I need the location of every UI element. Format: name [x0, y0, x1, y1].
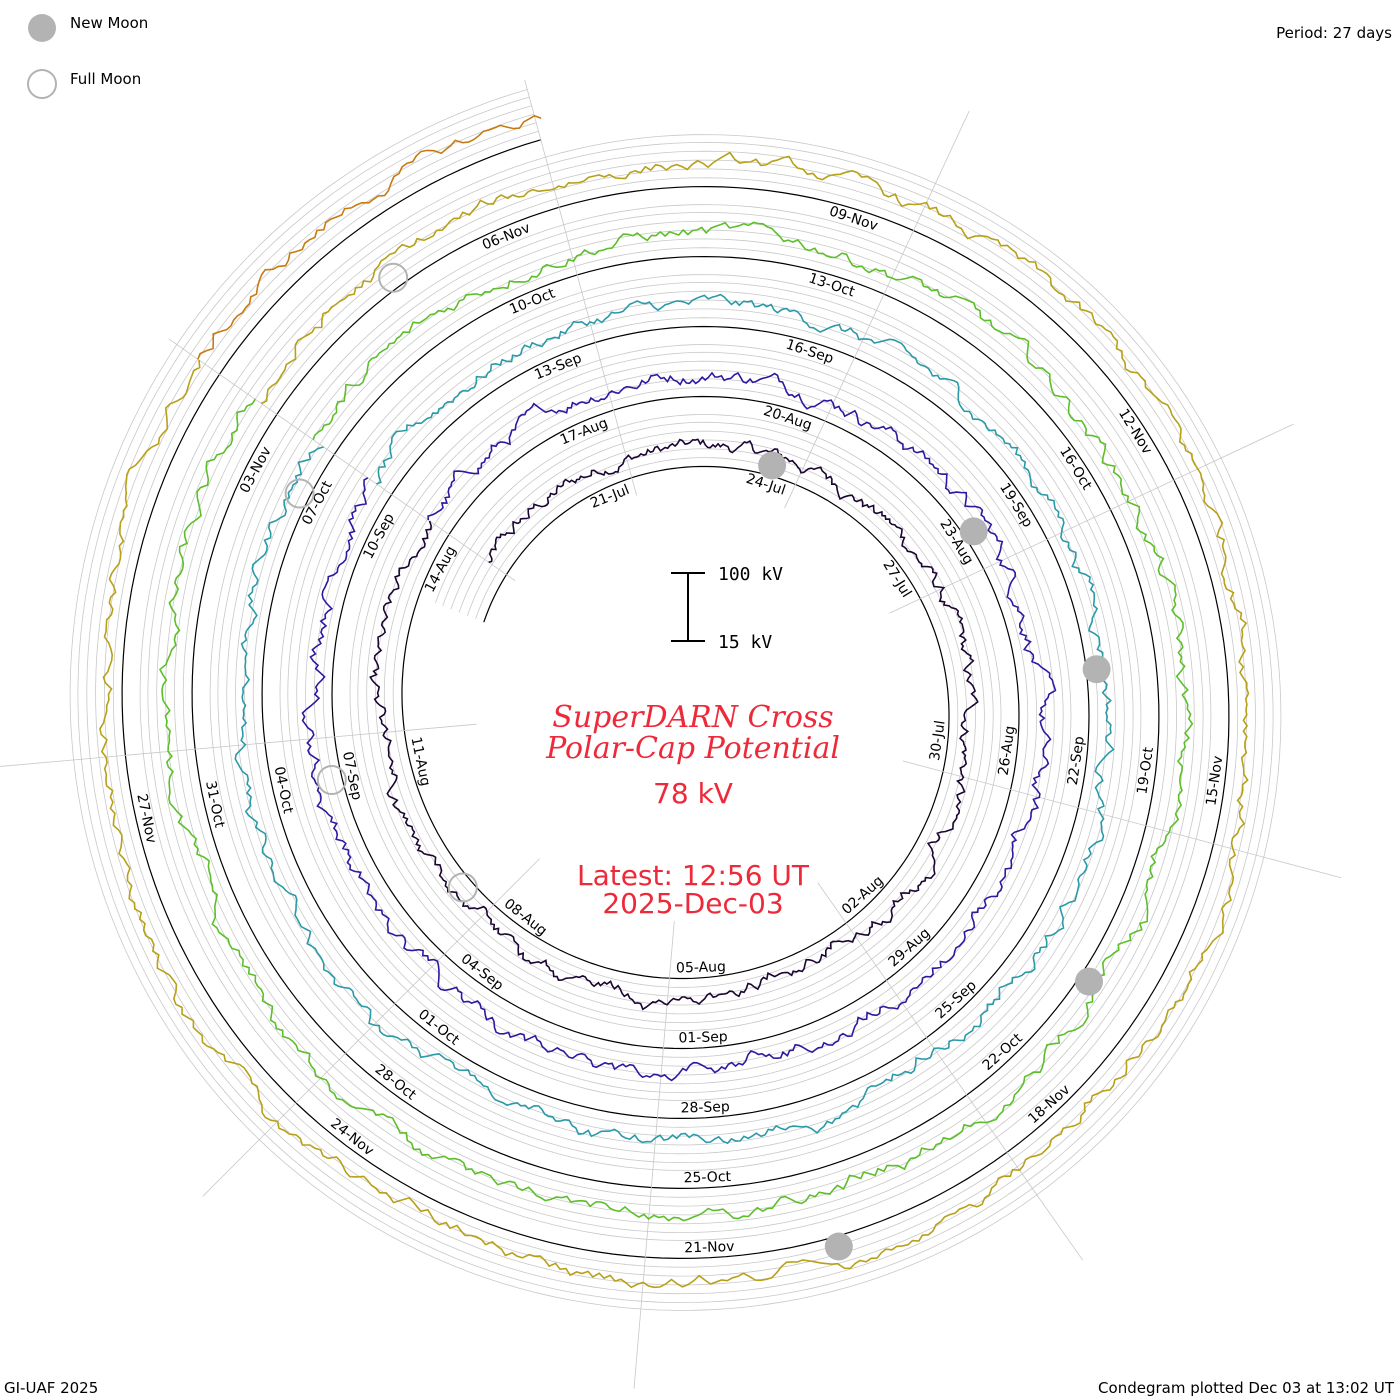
date-tick-label: 04-Oct [271, 765, 296, 815]
series-line [99, 151, 1250, 1289]
radial-spoke [784, 110, 970, 509]
series-line [369, 438, 979, 1011]
full-moon-marker [378, 262, 409, 293]
latest-time: Latest: 12:56 UT [577, 859, 810, 892]
grid-spiral [112, 130, 1239, 1268]
date-tick-label: 07-Oct [299, 478, 336, 528]
radial-spoke [0, 723, 477, 767]
grid-spiral [86, 105, 1265, 1295]
footer-credit: GI-UAF 2025 [4, 1379, 98, 1397]
date-tick-label: 22-Sep [1065, 735, 1088, 786]
scale-top-label: 100 kV [718, 564, 783, 585]
full-moon-legend-label: Full Moon [70, 70, 141, 88]
date-tick-label: 27-Nov [133, 792, 159, 844]
date-tick-label: 02-Aug [839, 873, 887, 918]
radial-spoke [633, 921, 675, 1389]
full-moon-marker [447, 872, 478, 903]
date-tick-label: 26-Aug [996, 725, 1019, 777]
radial-spoke [168, 338, 516, 582]
date-tick-label: 25-Sep [932, 977, 980, 1022]
grid-spiral [77, 96, 1274, 1304]
date-tick-label: 05-Aug [676, 959, 726, 976]
footer-plotted: Condegram plotted Dec 03 at 13:02 UT [1098, 1379, 1395, 1397]
date-tick-label: 07-Sep [339, 750, 365, 802]
date-tick-label: 11-Aug [407, 736, 433, 788]
date-tick-label: 14-Aug [422, 544, 460, 596]
legend: New Moon Full Moon [27, 14, 148, 99]
scale-bar: 100 kV 15 kV [671, 564, 783, 653]
center-title: SuperDARN Cross Polar-Cap Potential 78 k… [545, 700, 840, 920]
series-line [197, 114, 542, 360]
radial-spoke [524, 79, 637, 496]
series-line [234, 293, 1115, 1145]
scale-bottom-label: 15 kV [718, 632, 772, 653]
grid-spiral [69, 89, 1282, 1311]
date-tick-label: 24-Nov [327, 1116, 376, 1160]
date-tick-label: 10-Sep [360, 511, 397, 562]
series-line [301, 371, 1057, 1082]
radial-spoke [902, 760, 1342, 879]
new-moon-marker [824, 1232, 853, 1261]
current-value: 78 kV [653, 777, 733, 810]
date-tick-label: 29-Aug [886, 925, 934, 970]
date-tick-label: 17-Aug [558, 415, 610, 448]
date-tick-label: 18-Nov [1025, 1082, 1073, 1127]
date-tick-label: 21-Nov [684, 1239, 735, 1256]
full-moon-marker [284, 478, 315, 509]
period-label: Period: 27 days [1276, 24, 1392, 42]
grid-spiral [103, 122, 1248, 1277]
date-tick-label: 15-Nov [1203, 755, 1226, 807]
date-tick-label: 01-Sep [678, 1029, 728, 1046]
date-tick-label: 28-Sep [680, 1099, 730, 1116]
title-line-2: Polar-Cap Potential [545, 731, 840, 766]
date-tick-label: 19-Oct [1134, 746, 1157, 796]
date-tick-label: 31-Oct [202, 779, 227, 829]
new-moon-marker [959, 517, 988, 546]
date-tick-label: 25-Oct [683, 1169, 731, 1186]
full-moon-legend-icon [27, 69, 57, 99]
new-moon-legend-icon [28, 14, 56, 42]
full-moon-marker [316, 765, 347, 795]
date-tick-label: 13-Sep [532, 350, 584, 383]
date-tick-label: 22-Oct [980, 1030, 1026, 1074]
new-moon-marker [758, 451, 787, 480]
date-tick-label: 06-Nov [480, 220, 533, 253]
radial-spoke [889, 423, 1294, 614]
new-moon-legend-label: New Moon [70, 14, 148, 32]
title-line-1: SuperDARN Cross [552, 700, 833, 735]
date-tick-label: 30-Jul [927, 719, 949, 761]
radial-grid [0, 79, 1342, 1389]
new-moon-marker [1082, 655, 1111, 684]
baseline-spiral [121, 139, 1230, 1260]
radial-spoke [202, 858, 540, 1197]
latest-date: 2025-Dec-03 [602, 887, 783, 920]
new-moon-marker [1075, 967, 1103, 996]
radial-spoke [817, 882, 1084, 1261]
moon-markers [284, 262, 1111, 1261]
